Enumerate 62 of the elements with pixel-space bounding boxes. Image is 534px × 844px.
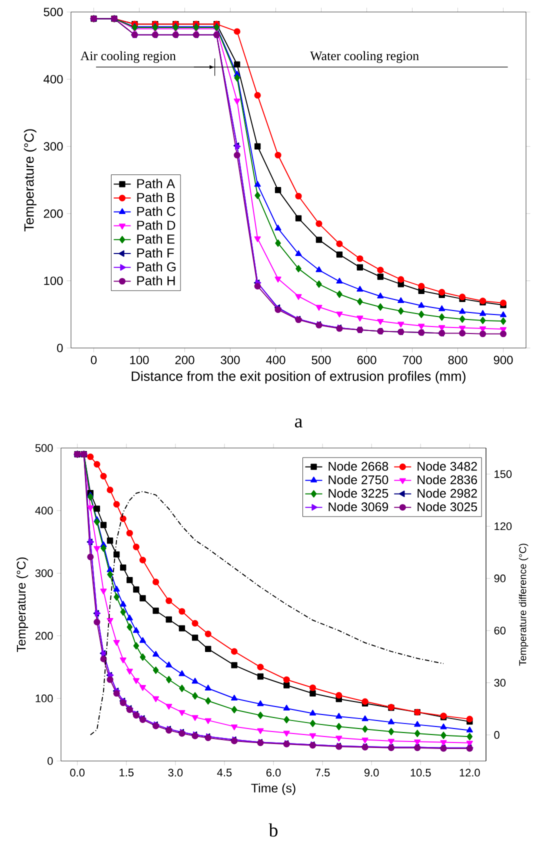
x-tick-label: 400 — [266, 356, 286, 364]
x-tick-label: 200 — [175, 356, 194, 364]
x-tick-label: 4.5 — [217, 768, 232, 776]
legend-label: Path A — [137, 178, 176, 188]
legend-label: Path C — [137, 206, 176, 216]
x-tick-label: 1.5 — [120, 768, 134, 776]
legend-label: Path D — [137, 220, 176, 230]
x-axis-title: Time (s) — [251, 783, 296, 795]
y2-tick-label: 30 — [494, 678, 506, 687]
y-tick-label: 400 — [35, 506, 53, 514]
y-tick-label: 200 — [44, 209, 63, 218]
x-tick-label: 500 — [312, 356, 331, 364]
y-tick-label: 200 — [35, 632, 53, 640]
x-tick-label: 9.0 — [364, 768, 379, 777]
x-axis-title: Distance from the exit position of extrusion profiles (mm) — [132, 371, 466, 384]
y-tick-label: 500 — [35, 444, 53, 452]
x-tick-label: 10.5 — [410, 768, 431, 777]
x-tick-label: 600 — [357, 356, 376, 364]
x-tick-label: 0 — [90, 356, 97, 364]
x-tick-label: 800 — [448, 356, 468, 364]
legend-label: Path E — [137, 234, 175, 244]
text: a — [294, 418, 302, 428]
x-tick-label: 900 — [494, 356, 513, 364]
legend-label: Node 2668 — [328, 462, 388, 471]
annotation: Air cooling region — [80, 51, 176, 63]
legend-label: Node 2750 — [328, 475, 388, 484]
legend-label: Node 3482 — [418, 462, 477, 471]
legend-label: Node 2982 — [418, 488, 477, 498]
x-tick-label: 6.0 — [266, 768, 281, 777]
legend-label: Path G — [137, 262, 176, 272]
y2-axis-title: Temperature difference (°C) — [518, 544, 528, 666]
legend-label: Node 3025 — [418, 502, 478, 512]
y-tick-label: 300 — [35, 569, 53, 578]
legend-label: Node 3225 — [328, 488, 388, 498]
x-tick-label: 3.0 — [168, 768, 183, 777]
y-axis-title: Temperature (°C) — [24, 129, 36, 232]
y2-tick-label: 120 — [494, 522, 512, 530]
y-tick-label: 0 — [57, 344, 63, 352]
y-tick-label: 100 — [36, 694, 53, 702]
y-tick-label: 500 — [44, 8, 63, 16]
y2-tick-label: 90 — [494, 574, 506, 582]
y-tick-label: 100 — [44, 276, 63, 286]
x-tick-label: 100 — [130, 356, 149, 364]
legend-label: Node 2836 — [418, 475, 477, 484]
y-tick-label: 300 — [44, 142, 63, 151]
y2-tick-label: 0 — [494, 731, 500, 739]
text: b — [268, 823, 278, 837]
y2-tick-label: 60 — [494, 626, 506, 634]
x-tick-label: 12.0 — [460, 768, 480, 777]
legend-label: Path F — [137, 248, 174, 258]
x-tick-label: 300 — [220, 356, 240, 364]
annotation: Water cooling region — [310, 51, 419, 63]
y-tick-label: 0 — [48, 757, 53, 765]
legend-label: Path B — [137, 192, 174, 202]
legend-label: Node 3069 — [328, 502, 388, 512]
y2-tick-label: 150 — [494, 470, 512, 478]
y-axis-title: Temperature (°C) — [16, 557, 28, 652]
x-tick-label: 0.0 — [70, 768, 85, 777]
y-tick-label: 400 — [44, 74, 63, 84]
legend-label: Path H — [137, 276, 175, 286]
x-tick-label: 700 — [402, 356, 422, 364]
x-tick-label: 7.5 — [315, 768, 330, 776]
